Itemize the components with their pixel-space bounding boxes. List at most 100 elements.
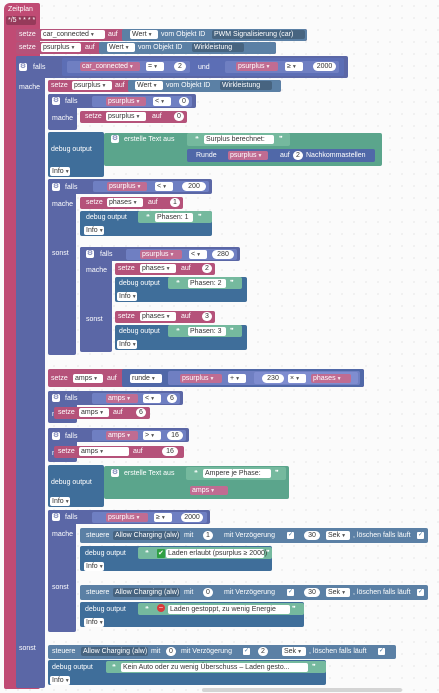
cron-field[interactable]: */5 * * * * (6, 16, 36, 25)
operator-dropdown[interactable]: =▼ (146, 62, 164, 71)
number-field[interactable]: 2000 (313, 62, 336, 71)
gear-icon[interactable]: ⚙ (111, 135, 119, 143)
get-value-block[interactable] (122, 29, 307, 41)
get-value-block[interactable] (128, 80, 281, 92)
number-field[interactable]: 1 (203, 531, 213, 540)
operator-dropdown[interactable]: ≥▼ (154, 513, 172, 522)
variable-dropdown[interactable]: phases▼ (140, 312, 176, 321)
number-field[interactable]: 3 (202, 312, 212, 321)
attribute-dropdown[interactable]: Wert▼ (107, 43, 135, 52)
variable-getter[interactable]: psurplus▼ (228, 151, 268, 160)
variable-getter[interactable]: psurplus▼ (140, 250, 182, 259)
horizontal-scrollbar[interactable] (202, 688, 402, 692)
text-field[interactable]: Phasen: 1 (155, 213, 193, 222)
variable-dropdown[interactable]: psurplus▼ (106, 112, 146, 121)
text-field[interactable]: Phasen: 2 (188, 279, 226, 288)
number-field[interactable]: 0 (179, 97, 189, 106)
checkbox-icon[interactable]: ✓ (417, 589, 424, 596)
if-else-block[interactable] (48, 510, 76, 632)
compare-block[interactable] (93, 181, 209, 192)
number-field[interactable]: 200 (182, 182, 206, 191)
number-field[interactable]: 280 (212, 250, 234, 259)
unit-dropdown[interactable]: Sek▼ (326, 531, 350, 540)
variable-dropdown[interactable]: psurplus▼ (72, 81, 112, 90)
unit-dropdown[interactable]: Sek▼ (326, 588, 350, 597)
log-level-dropdown[interactable]: Info▼ (84, 618, 104, 627)
gear-icon[interactable]: ⚙ (52, 513, 60, 521)
text-field[interactable]: Laden gestoppt, zu wenig Energie (168, 605, 290, 614)
checkbox-icon[interactable]: ✓ (287, 532, 294, 539)
variable-getter[interactable]: amps▼ (106, 394, 138, 403)
attribute-dropdown[interactable]: Wert▼ (135, 81, 163, 90)
number-field[interactable]: 2 (202, 264, 212, 273)
if-else-block[interactable] (80, 247, 112, 352)
variable-getter[interactable]: amps▼ (106, 431, 138, 440)
object-id-field[interactable]: Allow Charging (alw) (113, 531, 180, 540)
object-id-field[interactable]: PWM Signalisierung (car) (212, 30, 305, 39)
operator-dropdown[interactable]: ×▼ (288, 374, 306, 383)
text-field[interactable]: Phasen: 3 (188, 327, 226, 336)
object-id-field[interactable]: Allow Charging (alw) (81, 647, 148, 656)
number-field[interactable]: 0 (174, 112, 184, 121)
operator-dropdown[interactable]: +▼ (228, 374, 246, 383)
log-level-dropdown[interactable]: Info▼ (117, 292, 137, 301)
operator-dropdown[interactable]: <▼ (153, 97, 171, 106)
if-else-block[interactable] (48, 179, 76, 355)
number-field[interactable]: 30 (304, 588, 320, 597)
variable-dropdown[interactable]: car_connected▼ (41, 30, 105, 39)
variable-getter[interactable]: phases▼ (311, 374, 351, 383)
get-value-block[interactable] (99, 42, 276, 54)
gear-icon[interactable]: ⚙ (52, 432, 60, 440)
object-id-field[interactable]: Wirkleistung (192, 43, 244, 52)
text-field[interactable]: Surplus berechnet: (204, 135, 274, 144)
log-level-dropdown[interactable]: Info▼ (84, 226, 104, 235)
variable-dropdown[interactable]: amps▼ (79, 447, 129, 456)
control-block[interactable] (48, 645, 396, 659)
checkbox-icon[interactable]: ✓ (417, 532, 424, 539)
number-field[interactable]: 0 (203, 588, 213, 597)
text-field[interactable]: Laden erlaubt (psurplus ≥ 2000) (166, 549, 268, 558)
compare-block[interactable] (92, 430, 186, 441)
operator-dropdown[interactable]: <▼ (189, 250, 207, 259)
number-field[interactable]: 2 (293, 151, 303, 160)
number-field[interactable]: 16 (162, 447, 178, 456)
variable-getter[interactable]: psurplus▼ (180, 374, 222, 383)
number-field[interactable]: 30 (304, 531, 320, 540)
number-field[interactable]: 0 (166, 647, 176, 656)
log-level-dropdown[interactable]: Info▼ (50, 167, 70, 176)
checkbox-icon[interactable]: ✓ (378, 648, 385, 655)
number-field[interactable]: 2 (174, 62, 186, 71)
checkbox-icon[interactable]: ✓ (287, 589, 294, 596)
log-level-dropdown[interactable]: Info▼ (50, 497, 70, 506)
gear-icon[interactable]: ⚙ (52, 394, 60, 402)
operator-dropdown[interactable]: >▼ (143, 431, 161, 440)
variable-getter[interactable]: psurplus▼ (236, 62, 278, 71)
text-field[interactable]: Kein Auto oder zu wenig Überschuss – Lad… (121, 663, 308, 672)
operator-dropdown[interactable]: <▼ (143, 394, 161, 403)
variable-dropdown[interactable]: phases▼ (140, 264, 176, 273)
variable-getter[interactable]: psurplus▼ (106, 97, 146, 106)
number-field[interactable]: 2 (258, 647, 268, 656)
text-field[interactable]: Ampere je Phase: (203, 469, 271, 478)
gear-icon[interactable]: ⚙ (19, 63, 27, 71)
variable-dropdown[interactable]: phases▼ (107, 198, 143, 207)
log-level-dropdown[interactable]: Info▼ (50, 676, 70, 685)
object-id-field[interactable]: Allow Charging (alw) (113, 588, 180, 597)
variable-getter[interactable]: car_connected▼ (80, 62, 140, 71)
operator-dropdown[interactable]: ≥▼ (285, 62, 303, 71)
number-field[interactable]: 230 (262, 374, 284, 383)
log-level-dropdown[interactable]: Info▼ (84, 562, 104, 571)
attribute-dropdown[interactable]: Wert▼ (130, 30, 158, 39)
variable-dropdown[interactable]: psurplus▼ (41, 43, 81, 52)
checkbox-icon[interactable]: ✓ (243, 648, 250, 655)
variable-getter[interactable]: psurplus▼ (106, 513, 148, 522)
operator-dropdown[interactable]: <▼ (155, 182, 173, 191)
number-field[interactable]: 2000 (181, 513, 203, 522)
round-dropdown[interactable]: runde▼ (130, 374, 162, 383)
gear-icon[interactable]: ⚙ (86, 250, 94, 258)
unit-dropdown[interactable]: Sek▼ (282, 647, 306, 656)
variable-getter[interactable]: psurplus▼ (107, 182, 147, 191)
log-level-dropdown[interactable]: Info▼ (117, 340, 137, 349)
number-field[interactable]: 16 (167, 431, 183, 440)
compare-block[interactable] (92, 512, 207, 523)
